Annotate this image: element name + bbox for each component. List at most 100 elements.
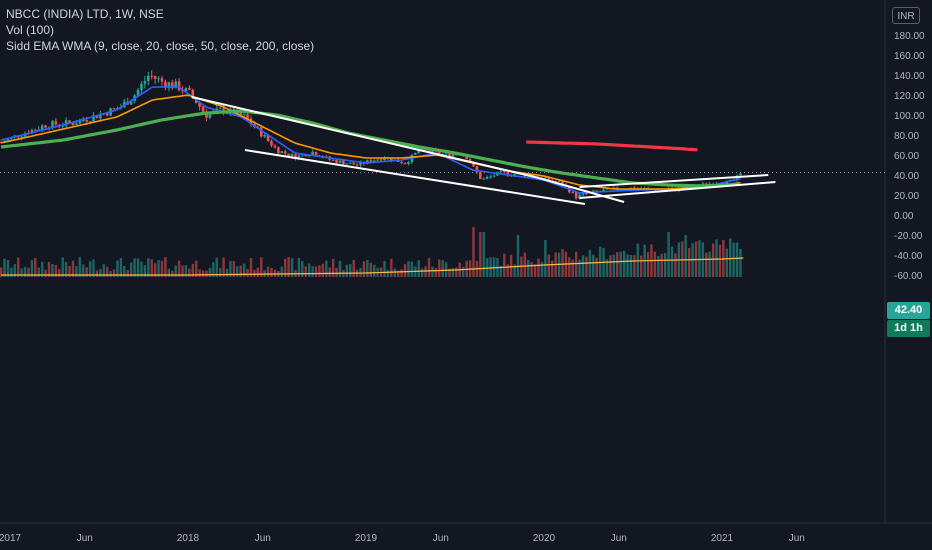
volume-bar	[181, 265, 184, 277]
volume-indicator-label[interactable]: Vol (100)	[6, 23, 55, 37]
x-tick-label: 2021	[711, 533, 734, 544]
volume-bar	[61, 257, 64, 277]
volume-bar	[718, 244, 722, 277]
y-tick-label: -20.00	[894, 231, 923, 242]
candle-body	[355, 164, 359, 166]
candle-body	[342, 160, 345, 165]
y-tick-label: 80.00	[894, 131, 919, 142]
volume-bar	[434, 268, 438, 277]
candle-body	[345, 163, 349, 165]
volume-bar	[188, 268, 191, 277]
volume-bar	[30, 260, 34, 277]
candle-body	[75, 123, 78, 125]
volume-bar	[164, 257, 167, 277]
volume-bar	[489, 257, 492, 277]
currency-button[interactable]: INR	[892, 7, 920, 24]
volume-bar	[304, 266, 307, 277]
volume-bar	[232, 261, 236, 277]
candle-body	[78, 120, 82, 124]
volume-bar	[698, 240, 701, 277]
volume-bar	[725, 248, 728, 277]
candle-body	[506, 172, 510, 176]
candle-body	[167, 82, 171, 88]
candle-body	[170, 82, 174, 89]
last-price-badge: 42.40	[887, 302, 930, 319]
candle-body	[479, 172, 482, 179]
volume-bar	[605, 259, 609, 277]
volume-bar	[37, 267, 40, 277]
candle-body	[112, 108, 116, 110]
trendline-falling-upper	[191, 96, 536, 178]
candle-body	[184, 88, 188, 92]
volume-bar	[205, 270, 208, 277]
volume-bar	[530, 262, 533, 277]
volume-bar	[609, 255, 612, 277]
ema-wma-indicator-label[interactable]: Sidd EMA WMA (9, close, 20, close, 50, c…	[6, 39, 315, 53]
volume-bar	[670, 246, 674, 277]
volume-bar	[160, 260, 164, 277]
candle-body	[280, 151, 284, 154]
volume-bar	[660, 253, 663, 277]
volume-bar	[684, 235, 687, 277]
volume-bar	[208, 267, 212, 277]
volume-bar	[311, 266, 314, 277]
candle-body	[54, 121, 58, 125]
candle-body	[68, 120, 71, 123]
volume-bar	[527, 259, 530, 277]
candle-body	[198, 103, 201, 107]
candle-body	[287, 153, 290, 157]
candle-body	[331, 159, 335, 161]
candle-body	[348, 162, 352, 164]
candle-body	[420, 148, 424, 151]
volume-bar	[537, 258, 540, 277]
y-tick-label: 20.00	[894, 191, 919, 202]
candle-body	[51, 121, 54, 129]
candle-body	[235, 110, 239, 116]
candle-body	[335, 160, 338, 163]
volume-bar	[47, 261, 51, 277]
volume-bar	[708, 251, 711, 277]
volume-bar	[622, 250, 626, 277]
volume-bar	[246, 269, 249, 277]
volume-bar	[633, 255, 636, 277]
volume-bar	[318, 265, 321, 277]
candle-body	[437, 151, 441, 155]
x-tick-label: 2019	[355, 533, 378, 544]
candle-body	[294, 154, 297, 160]
volume-bar	[177, 260, 181, 277]
volume-bar	[256, 267, 260, 277]
candle-body	[290, 154, 294, 157]
volume-bar	[479, 232, 482, 277]
volume-bar	[236, 266, 239, 277]
candle-body	[140, 83, 143, 90]
volume-bar	[335, 267, 338, 277]
volume-bar	[102, 264, 105, 277]
candle-body	[499, 171, 503, 173]
candle-body	[205, 111, 208, 118]
candle-body	[160, 78, 164, 82]
candle-body	[266, 135, 270, 141]
volume-bar	[616, 252, 619, 277]
volume-bar	[54, 264, 58, 277]
candle-body	[359, 162, 362, 166]
candle-body	[578, 194, 581, 199]
volume-bar	[451, 267, 455, 277]
candle-body	[270, 140, 273, 146]
wma-200-line	[526, 140, 698, 152]
y-tick-label: 60.00	[894, 151, 919, 162]
candle-body	[451, 154, 455, 157]
volume-bar	[136, 258, 140, 277]
candle-body	[157, 78, 160, 80]
candle-body	[547, 177, 551, 181]
volume-bar	[157, 260, 160, 277]
volume-bar	[242, 263, 246, 277]
x-tick-label: 2018	[177, 533, 200, 544]
volume-bar	[6, 260, 10, 277]
candle-body	[557, 181, 561, 183]
volume-bar	[739, 249, 742, 277]
volume-bar	[116, 260, 119, 277]
volume-bar	[352, 259, 355, 277]
y-tick-label: 40.00	[894, 171, 919, 182]
symbol-title[interactable]: NBCC (INDIA) LTD, 1W, NSE	[6, 7, 164, 21]
